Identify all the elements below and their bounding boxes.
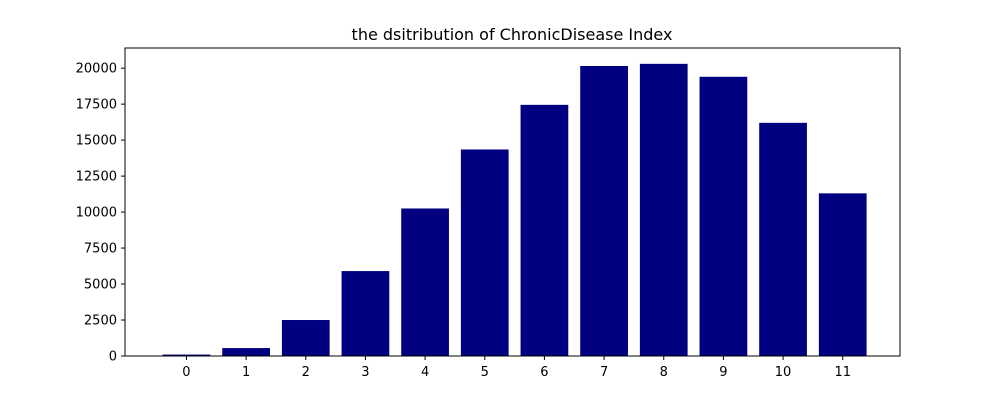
y-tick-label: 17500 — [76, 98, 117, 113]
y-tick-label: 0 — [109, 350, 117, 365]
chart-title: the dsitribution of ChronicDisease Index — [352, 25, 673, 44]
bar-7 — [580, 65, 628, 357]
bar-6 — [520, 104, 569, 356]
bar-9 — [699, 76, 748, 356]
x-axis: 0 1 2 3 4 5 6 7 8 9 10 11 — [182, 356, 851, 380]
x-tick-label: 11 — [834, 365, 851, 380]
x-tick-label: 9 — [719, 365, 727, 380]
plot-area-frame — [124, 47, 901, 357]
x-tick-label: 0 — [182, 365, 190, 380]
y-tick-label: 5000 — [84, 278, 117, 293]
x-tick-label: 6 — [540, 365, 548, 380]
bar-8 — [639, 63, 688, 356]
bar-4 — [401, 208, 449, 356]
y-tick-label: 12500 — [76, 170, 117, 185]
x-tick-label: 5 — [481, 365, 489, 380]
x-tick-label: 10 — [775, 365, 792, 380]
bar-0 — [162, 354, 211, 356]
y-tick-label: 10000 — [76, 206, 117, 221]
y-tick-label: 15000 — [76, 134, 117, 149]
x-tick-label: 3 — [361, 365, 369, 380]
y-tick-label: 20000 — [76, 62, 117, 77]
bar-3 — [341, 271, 390, 356]
bar-2 — [281, 320, 330, 356]
bar-5 — [460, 149, 509, 356]
y-axis: 0 2500 5000 7500 10000 12500 15000 17500 20000 — [76, 62, 125, 365]
x-tick-label: 4 — [421, 365, 429, 380]
x-tick-label: 7 — [600, 365, 608, 380]
x-tick-label: 1 — [242, 365, 250, 380]
x-tick-label: 2 — [302, 365, 310, 380]
bar-10 — [759, 122, 807, 356]
y-tick-label: 2500 — [84, 314, 117, 329]
bar-1 — [222, 348, 270, 356]
bar-11 — [818, 193, 867, 356]
y-tick-label: 7500 — [84, 242, 117, 257]
bars-group — [162, 63, 867, 357]
x-tick-label: 8 — [660, 365, 668, 380]
